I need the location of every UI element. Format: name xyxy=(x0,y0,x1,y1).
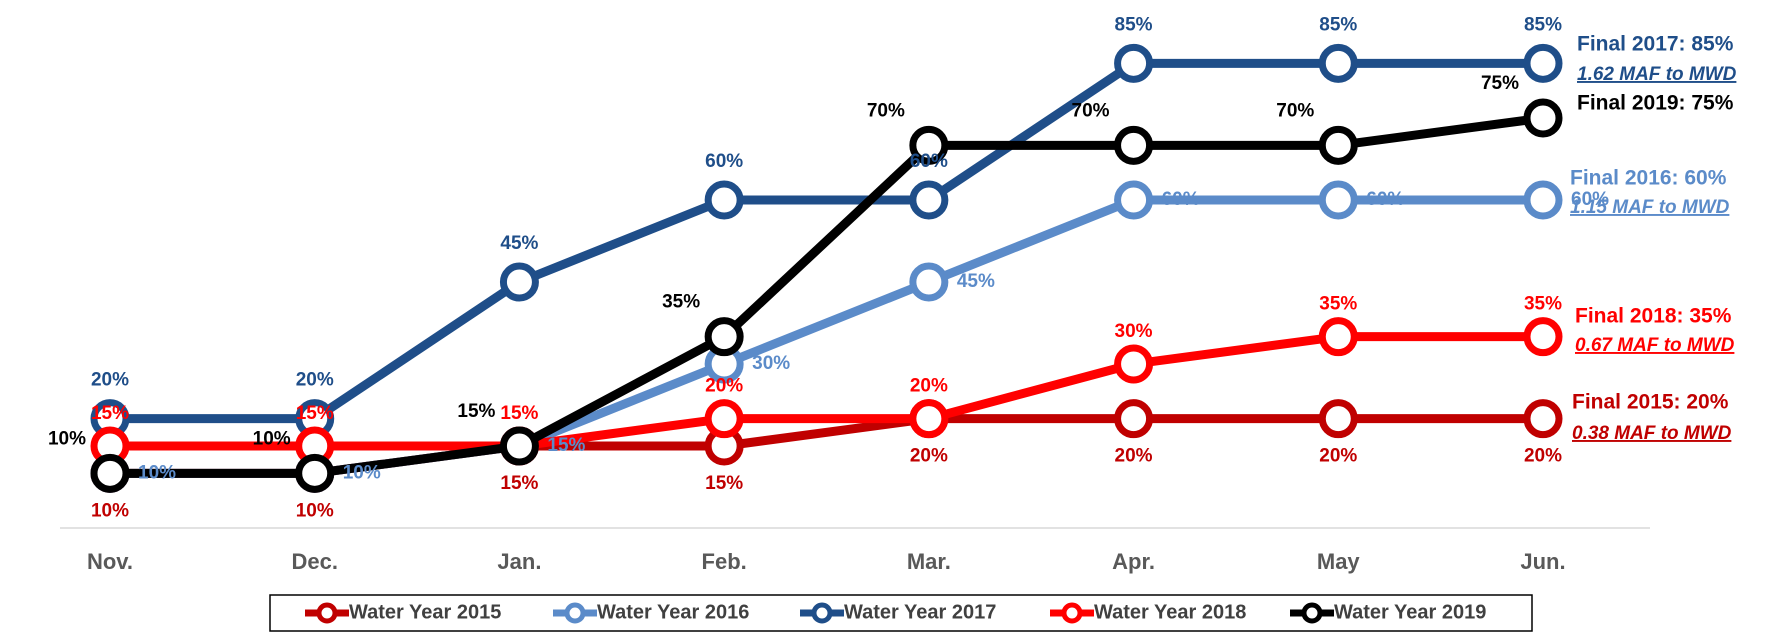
x-tick-label: Jan. xyxy=(497,549,541,574)
annotation: Final 2015: 20% xyxy=(1572,391,1729,414)
data-label: 85% xyxy=(1319,14,1357,35)
point-marker xyxy=(1318,180,1358,220)
data-label: 60% xyxy=(1366,189,1404,210)
annotation: 0.38 MAF to MWD xyxy=(1572,423,1732,444)
data-label: 85% xyxy=(1524,14,1562,35)
annotation: Final 2016: 60% xyxy=(1570,167,1727,190)
data-label: 45% xyxy=(500,233,538,254)
point-marker xyxy=(909,125,949,165)
data-label: 20% xyxy=(910,446,948,467)
data-label: 60% xyxy=(910,151,948,172)
legend-label: Water Year 2016 xyxy=(597,601,749,623)
data-label: 10% xyxy=(48,428,86,449)
data-label: 20% xyxy=(910,376,948,397)
data-label: 15% xyxy=(547,435,585,456)
point-marker xyxy=(499,262,539,302)
point-marker xyxy=(1523,43,1563,83)
data-label: 60% xyxy=(1571,189,1609,210)
legend-label: Water Year 2017 xyxy=(844,601,996,623)
data-label: 75% xyxy=(1481,73,1519,94)
data-label: 60% xyxy=(1162,189,1200,210)
point-marker xyxy=(909,180,949,220)
annotation: Final 2018: 35% xyxy=(1575,305,1732,328)
x-tick-label: Feb. xyxy=(702,549,747,574)
data-label: 45% xyxy=(957,271,995,292)
data-label: 15% xyxy=(91,403,129,424)
x-tick-label: Apr. xyxy=(1112,549,1155,574)
x-tick-label: Mar. xyxy=(907,549,951,574)
annotation: Final 2017: 85% xyxy=(1577,33,1734,56)
data-label: 20% xyxy=(705,376,743,397)
legend-label: Water Year 2019 xyxy=(1334,601,1486,623)
legend-box xyxy=(269,594,1533,632)
data-label: 15% xyxy=(500,473,538,494)
legend-label: Water Year 2018 xyxy=(1094,601,1246,623)
x-tick-label: May xyxy=(1317,549,1361,574)
data-label: 70% xyxy=(867,100,905,121)
point-marker xyxy=(1523,399,1563,439)
annotation: Final 2019: 75% xyxy=(1577,92,1734,115)
point-marker xyxy=(1318,125,1358,165)
series-line xyxy=(110,58,1543,424)
data-label: 70% xyxy=(1276,100,1314,121)
point-marker xyxy=(1114,180,1154,220)
data-label: 10% xyxy=(296,500,334,521)
point-marker xyxy=(704,399,744,439)
data-label: 15% xyxy=(457,401,495,422)
point-marker xyxy=(909,399,949,439)
data-label: 30% xyxy=(752,353,790,374)
legend-marker xyxy=(564,602,586,624)
annotation: 1.62 MAF to MWD xyxy=(1577,64,1737,85)
point-marker xyxy=(1318,399,1358,439)
data-label: 20% xyxy=(296,370,334,391)
legend-label: Water Year 2015 xyxy=(349,601,501,623)
point-marker xyxy=(90,453,130,493)
legend-marker xyxy=(316,602,338,624)
point-marker xyxy=(1114,125,1154,165)
data-label: 10% xyxy=(138,462,176,483)
data-label: 35% xyxy=(662,292,700,313)
annotation: 1.15 MAF to MWD xyxy=(1570,197,1730,218)
legend-marker xyxy=(1301,602,1323,624)
data-label: 15% xyxy=(705,473,743,494)
data-label: 30% xyxy=(1115,321,1153,342)
x-tick-label: Jun. xyxy=(1520,549,1565,574)
point-marker xyxy=(1114,399,1154,439)
data-label: 20% xyxy=(91,370,129,391)
data-label: 70% xyxy=(1072,100,1110,121)
data-label: 10% xyxy=(253,428,291,449)
data-label: 60% xyxy=(705,151,743,172)
point-marker xyxy=(704,317,744,357)
data-label: 20% xyxy=(1524,446,1562,467)
x-tick-label: Dec. xyxy=(291,549,337,574)
point-marker xyxy=(295,453,335,493)
data-label: 35% xyxy=(1524,294,1562,315)
x-tick-label: Nov. xyxy=(87,549,133,574)
point-marker xyxy=(1318,43,1358,83)
point-marker xyxy=(909,262,949,302)
point-marker xyxy=(1114,344,1154,384)
point-marker xyxy=(704,180,744,220)
data-label: 15% xyxy=(296,403,334,424)
data-label: 35% xyxy=(1319,294,1357,315)
data-label: 20% xyxy=(1115,446,1153,467)
data-label: 15% xyxy=(500,403,538,424)
data-label: 10% xyxy=(343,462,381,483)
legend-marker xyxy=(1061,602,1083,624)
point-marker xyxy=(1318,317,1358,357)
legend-marker xyxy=(811,602,833,624)
data-label: 85% xyxy=(1115,14,1153,35)
point-marker xyxy=(499,426,539,466)
data-label: 20% xyxy=(1319,446,1357,467)
point-marker xyxy=(1114,43,1154,83)
data-label: 10% xyxy=(91,500,129,521)
series-line xyxy=(110,332,1543,451)
series-line xyxy=(110,113,1544,478)
point-marker xyxy=(1523,317,1563,357)
annotation: 0.67 MAF to MWD xyxy=(1575,335,1735,356)
point-marker xyxy=(1523,98,1563,138)
point-marker xyxy=(1523,180,1563,220)
